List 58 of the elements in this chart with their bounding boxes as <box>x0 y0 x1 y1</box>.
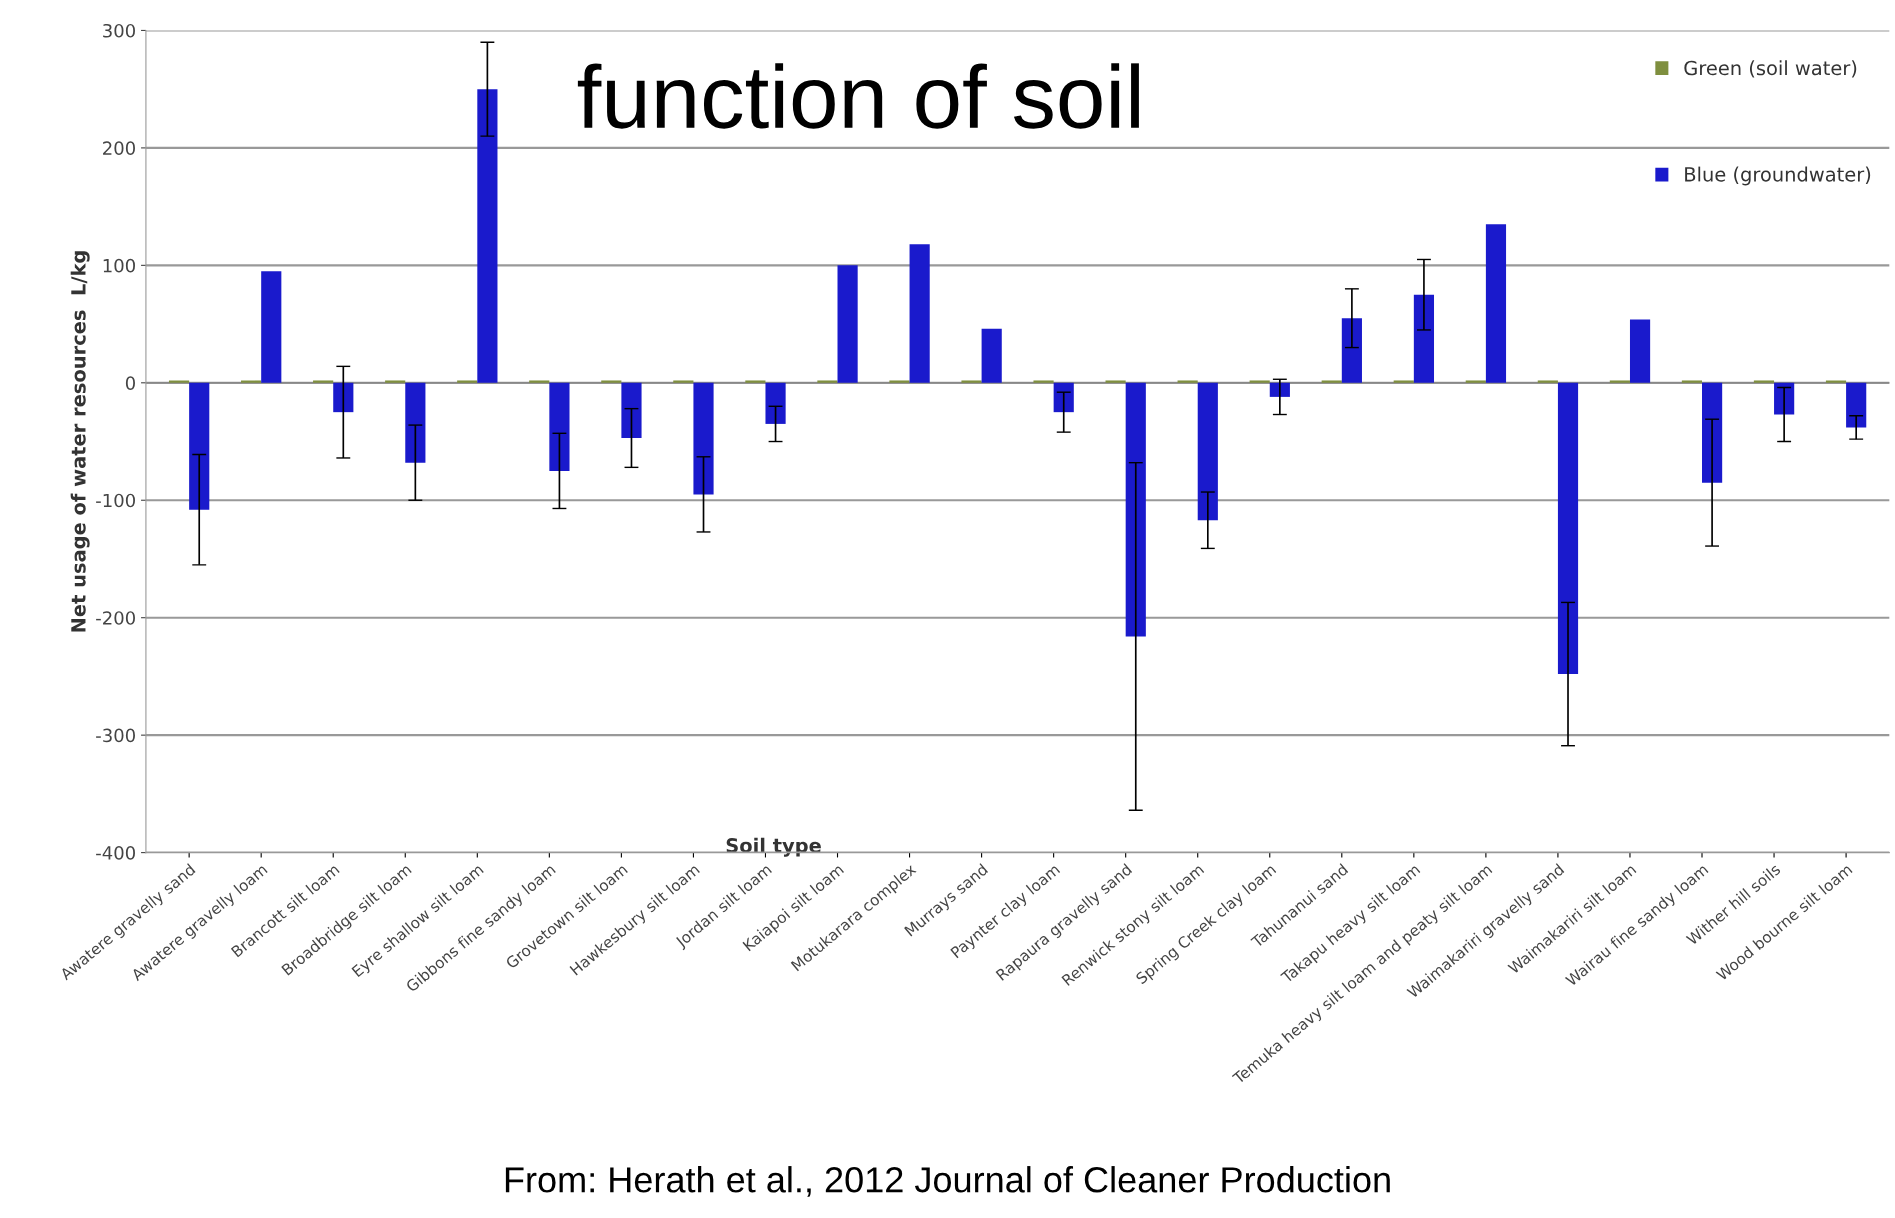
bar <box>241 380 262 383</box>
chart-title: function of soil <box>577 63 1139 129</box>
bar <box>601 380 622 383</box>
bar <box>1825 380 1847 383</box>
bar <box>261 271 282 383</box>
bar <box>981 328 1002 383</box>
bar <box>1702 382 1723 483</box>
bar <box>1177 380 1198 383</box>
bar <box>745 380 766 383</box>
bar <box>1681 380 1703 383</box>
bar <box>1609 380 1630 383</box>
bar <box>457 380 478 383</box>
y-tick-label: 200 <box>103 141 135 156</box>
bar <box>1465 380 1486 383</box>
y-tick-label: 0 <box>125 376 135 390</box>
bar <box>1557 382 1579 675</box>
bar <box>1197 382 1218 521</box>
bar <box>1846 382 1867 428</box>
y-tick-label: -400 <box>96 846 135 860</box>
bar <box>1249 380 1270 383</box>
bar <box>1341 318 1362 383</box>
bar <box>549 382 570 471</box>
bar <box>168 380 190 383</box>
legend-label: Blue (groundwater) <box>1685 166 1871 186</box>
bar <box>1033 380 1054 383</box>
bar <box>1485 224 1507 383</box>
bar <box>1753 380 1775 383</box>
bar <box>837 265 858 383</box>
bar <box>1105 380 1126 383</box>
y-tick-label: -100 <box>96 493 135 508</box>
bar <box>889 380 910 383</box>
bar <box>313 380 334 383</box>
bar <box>673 380 694 383</box>
bar <box>1321 380 1342 383</box>
y-tick-label: 100 <box>103 258 135 273</box>
bar <box>909 244 930 383</box>
bar <box>529 380 550 383</box>
bar <box>189 382 210 510</box>
legend-label: Green (soil water) <box>1684 60 1857 78</box>
bar <box>961 380 982 383</box>
bar <box>477 89 498 383</box>
bar <box>1537 380 1558 383</box>
y-tick-label: -200 <box>96 611 135 625</box>
bar <box>1053 382 1074 413</box>
bar <box>1629 319 1651 383</box>
y-axis-title: Net usage of water resources L/kg <box>70 251 90 632</box>
bar <box>1125 382 1146 637</box>
bar <box>405 382 426 463</box>
bar <box>765 382 786 424</box>
bar <box>693 382 714 495</box>
bar <box>817 380 838 383</box>
y-tick-label: -300 <box>96 728 135 743</box>
y-tick-label: 300 <box>103 23 135 38</box>
bar <box>385 380 406 383</box>
bar <box>621 382 642 438</box>
bar <box>1393 380 1414 383</box>
bar <box>1413 294 1435 383</box>
text: From: Herath et al., 2012 Journal of Cleaner Production <box>505 1166 1390 1197</box>
